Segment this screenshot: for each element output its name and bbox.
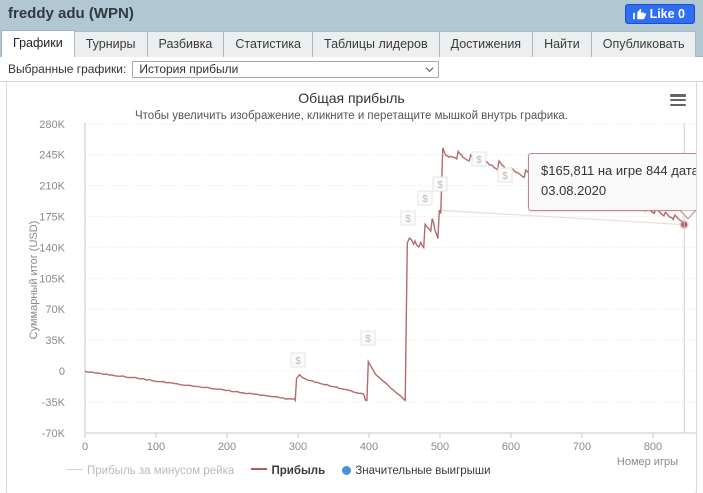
svg-text:-35K: -35K <box>42 397 66 409</box>
svg-text:$: $ <box>365 334 371 345</box>
svg-text:400: 400 <box>360 441 378 453</box>
svg-text:$: $ <box>437 180 443 191</box>
svg-text:35K: 35K <box>45 335 65 347</box>
svg-text:$: $ <box>295 356 301 367</box>
svg-text:0: 0 <box>82 441 88 453</box>
svg-text:$: $ <box>476 155 482 166</box>
svg-text:200: 200 <box>218 441 236 453</box>
svg-text:245K: 245K <box>39 150 65 162</box>
svg-text:175K: 175K <box>39 212 65 224</box>
svg-text:70K: 70K <box>45 304 65 316</box>
svg-text:Суммарный итог (USD): Суммарный итог (USD) <box>28 221 40 340</box>
svg-text:-70K: -70K <box>42 428 66 440</box>
svg-text:600: 600 <box>502 441 520 453</box>
svg-text:800: 800 <box>644 441 662 453</box>
svg-text:280K: 280K <box>39 119 65 131</box>
svg-text:210K: 210K <box>39 181 65 193</box>
svg-text:500: 500 <box>431 441 449 453</box>
svg-text:300: 300 <box>289 441 307 453</box>
svg-text:$: $ <box>422 194 428 205</box>
svg-text:105K: 105K <box>39 273 65 285</box>
svg-text:$: $ <box>405 214 411 225</box>
svg-text:$: $ <box>502 171 508 182</box>
svg-text:700: 700 <box>573 441 591 453</box>
svg-text:140K: 140K <box>39 242 65 254</box>
svg-text:100: 100 <box>147 441 165 453</box>
svg-text:Номер игры: Номер игры <box>617 456 678 468</box>
svg-text:0: 0 <box>59 366 65 378</box>
